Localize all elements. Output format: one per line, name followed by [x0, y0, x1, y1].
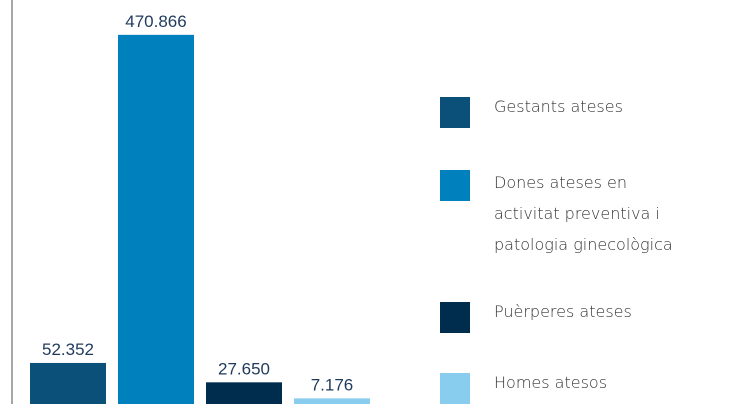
value-label: 52.352: [42, 340, 94, 359]
legend-label: Gestants ateses: [494, 97, 623, 116]
legend-label: Puèrperes ateses: [494, 302, 632, 321]
legend-item: Homes atesos: [440, 373, 742, 404]
legend-label: Homes atesos: [494, 373, 608, 392]
value-label: 7.176: [311, 375, 354, 394]
bar: [294, 398, 370, 404]
bar: [206, 382, 282, 404]
legend-item: Gestants ateses: [440, 97, 742, 128]
legend-swatch: [440, 97, 470, 128]
bar: [118, 34, 194, 404]
value-label: 27.650: [218, 359, 270, 378]
legend-item: Dones ateses en activitat preventiva i p…: [440, 170, 694, 260]
legend-swatch: [440, 373, 470, 404]
plot: 52.352 470.866 27.650 7.176: [11, 0, 370, 404]
bar: [30, 362, 106, 404]
value-label: 470.866: [125, 12, 186, 31]
legend-label: Dones ateses en activitat preventiva i p…: [494, 173, 673, 254]
legend-item: Puèrperes ateses: [440, 302, 742, 333]
legend-swatch: [440, 170, 470, 201]
legend-swatch: [440, 302, 470, 333]
